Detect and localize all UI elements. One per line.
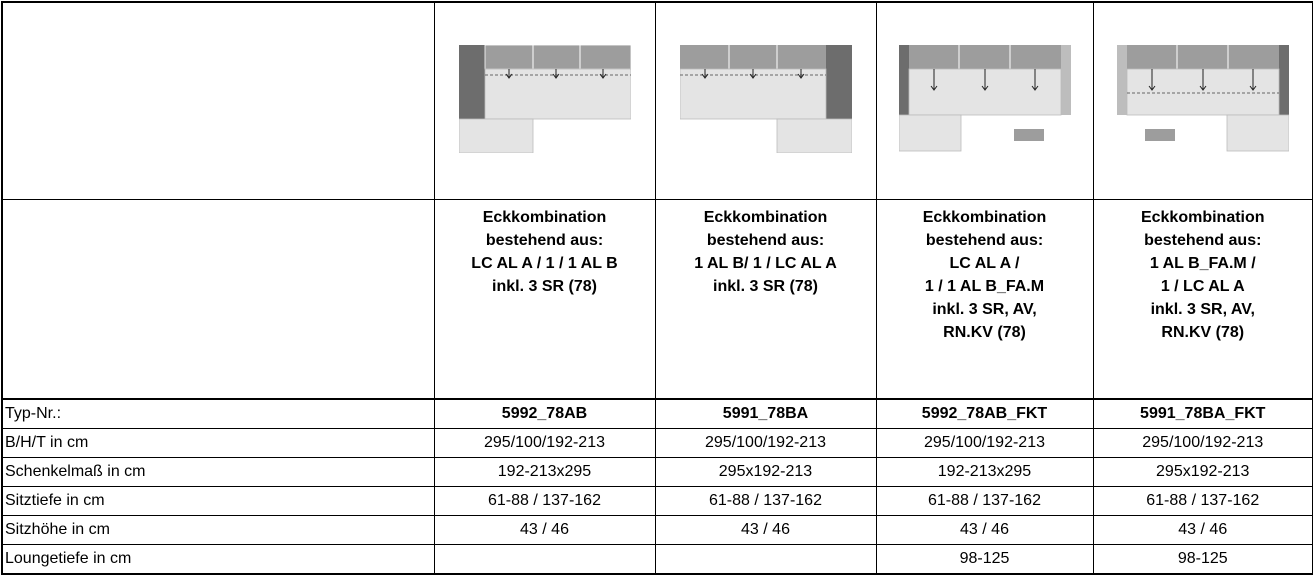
description-row: Eckkombination bestehend aus: LC AL A / 1 … [1, 199, 1313, 400]
value-cell: 5992_78AB_FKT [875, 398, 1094, 429]
description-line: 1 AL B_FA.M / [1149, 255, 1256, 272]
value-cell: 295x192-213 [1092, 457, 1313, 487]
image-cell [1092, 1, 1313, 200]
description-cell: Eckkombination bestehend aus: LC AL A / 1 … [433, 199, 656, 400]
empty-cell [1, 199, 435, 400]
description-line: Eckkombination [482, 209, 607, 226]
description-line: bestehend aus: [1144, 232, 1262, 249]
description-line: 1 / 1 AL B_FA.M [924, 278, 1045, 295]
description-cell: Eckkombination bestehend aus: 1 AL B_FA.M … [1092, 199, 1313, 400]
value-cell: 295/100/192-213 [1092, 428, 1313, 458]
description-line: Eckkombination [1140, 209, 1265, 226]
data-row: Sitzhöhe in cm 43 / 46 43 / 46 43 / 46 43 / … [1, 515, 1313, 545]
image-row [1, 1, 1313, 200]
value-cell: 43 / 46 [433, 515, 656, 545]
value-cell: 295x192-213 [654, 457, 877, 487]
value-cell: 295/100/192-213 [875, 428, 1094, 458]
sofa-diagram [1116, 45, 1290, 152]
row-label: Sitzhöhe in cm [1, 515, 435, 545]
value-cell: 61-88 / 137-162 [1092, 486, 1313, 516]
value-cell: 5992_78AB [433, 398, 656, 429]
data-row: Typ-Nr.: 5992_78AB 5991_78BA 5992_78AB_FKT 5… [1, 398, 1313, 429]
description-line: bestehend aus: [485, 232, 604, 249]
description-line: bestehend aus: [706, 232, 825, 249]
value-cell: 5991_78BA [654, 398, 877, 429]
row-label: Sitztiefe in cm [1, 486, 435, 516]
value-cell: 43 / 46 [1092, 515, 1313, 545]
value-cell: 5991_78BA_FKT [1092, 398, 1313, 429]
description-line: LC AL A / 1 / 1 AL B [471, 255, 618, 272]
description-line: LC AL A / [949, 255, 1020, 272]
description-line: inkl. 3 SR (78) [492, 278, 597, 295]
row-label: Schenkelmaß in cm [1, 457, 435, 487]
row-label: Loungetiefe in cm [1, 544, 435, 575]
value-cell: 295/100/192-213 [433, 428, 656, 458]
sofa-diagram [458, 44, 631, 154]
data-row: B/H/T in cm 295/100/192-213 295/100/192-21… [1, 428, 1313, 458]
image-cell [875, 1, 1094, 200]
row-label: Typ-Nr.: [1, 398, 435, 429]
image-cell [433, 1, 656, 200]
description-line: 1 AL B/ 1 / LC AL A [694, 255, 837, 272]
description-line: inkl. 3 SR, AV, [932, 301, 1037, 318]
description-line: 1 / LC AL A [1160, 278, 1245, 295]
data-row: Sitztiefe in cm 61-88 / 137-162 61-88 / 13… [1, 486, 1313, 516]
value-cell: 192-213x295 [433, 457, 656, 487]
description-line: RN.KV (78) [943, 324, 1026, 341]
value-cell: 43 / 46 [875, 515, 1094, 545]
data-row: Schenkelmaß in cm 192-213x295 295x192-213 1… [1, 457, 1313, 487]
value-cell: 61-88 / 137-162 [875, 486, 1094, 516]
value-cell: 61-88 / 137-162 [433, 486, 656, 516]
description-line: Eckkombination [922, 209, 1047, 226]
sofa-diagram [898, 45, 1071, 152]
empty-cell [1, 1, 435, 200]
value-cell: 61-88 / 137-162 [654, 486, 877, 516]
description-line: Eckkombination [703, 209, 828, 226]
description-line: bestehend aus: [925, 232, 1044, 249]
empty-cell [433, 544, 656, 575]
description-line: RN.KV (78) [1161, 324, 1245, 341]
description-cell: Eckkombination bestehend aus: 1 AL B/ 1 / … [654, 199, 877, 400]
value-cell: 43 / 46 [654, 515, 877, 545]
row-label: B/H/T in cm [1, 428, 435, 458]
description-line: inkl. 3 SR, AV, [1150, 301, 1255, 318]
data-row: Loungetiefe in cm 98-125 98-125 [1, 544, 1313, 575]
description-line: inkl. 3 SR (78) [713, 278, 818, 295]
value-cell: 98-125 [875, 544, 1094, 575]
value-cell: 98-125 [1092, 544, 1313, 575]
value-cell: 295/100/192-213 [654, 428, 877, 458]
sofa-diagram [679, 45, 852, 154]
empty-cell [654, 544, 877, 575]
description-cell: Eckkombination bestehend aus: LC AL A / 1 /… [875, 199, 1094, 400]
image-cell [654, 1, 877, 200]
value-cell: 192-213x295 [875, 457, 1094, 487]
